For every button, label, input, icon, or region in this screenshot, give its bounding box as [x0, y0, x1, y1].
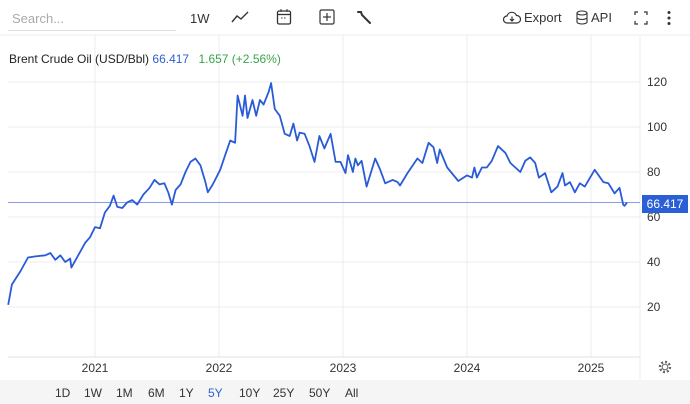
x-tick-label: 2023 — [330, 361, 357, 375]
line-chart-icon[interactable] — [231, 10, 249, 24]
gear-icon[interactable] — [657, 359, 673, 380]
interval-selector[interactable]: 1W — [190, 11, 210, 26]
api-label: API — [591, 10, 612, 25]
cloud-download-icon — [503, 11, 521, 24]
grid — [0, 34, 690, 380]
export-button[interactable]: Export — [503, 10, 562, 25]
x-tick-label: 2025 — [578, 361, 605, 375]
y-tick-label: 120 — [647, 75, 667, 89]
range-button-1w[interactable]: 1W — [84, 386, 102, 400]
api-button[interactable]: API — [576, 10, 612, 25]
range-button-all[interactable]: All — [345, 386, 359, 400]
y-tick-label: 80 — [647, 165, 661, 179]
x-tick-label: 2021 — [82, 361, 109, 375]
y-axis: 20 40 60 80 100 120 — [647, 75, 667, 314]
database-icon — [576, 10, 588, 25]
range-button-50y[interactable]: 50Y — [309, 386, 331, 400]
range-button-1y[interactable]: 1Y — [179, 386, 194, 400]
calendar-icon[interactable] — [276, 8, 292, 26]
range-button-10y[interactable]: 10Y — [239, 386, 261, 400]
more-vertical-icon[interactable] — [666, 10, 672, 26]
x-tick-label: 2022 — [206, 361, 233, 375]
expand-icon[interactable] — [633, 10, 649, 26]
current-price: 66.417 — [152, 52, 190, 66]
series-line-brent — [7, 82, 628, 305]
range-button-6m[interactable]: 6M — [148, 386, 165, 400]
x-axis: 2021 2022 2023 2024 2025 — [82, 361, 605, 375]
chart-title: Brent Crude Oil (USD/Bbl) 66.417 1.657 (… — [9, 52, 281, 66]
range-button-5y[interactable]: 5Y — [208, 386, 223, 400]
price-change: 1.657 (+2.56%) — [198, 52, 281, 66]
y-tick-label: 100 — [647, 120, 667, 134]
range-button-1d[interactable]: 1D — [55, 386, 71, 400]
range-button-25y[interactable]: 25Y — [273, 386, 295, 400]
y-tick-label: 60 — [647, 210, 661, 224]
wrench-icon[interactable] — [356, 10, 372, 26]
y-tick-label: 20 — [647, 300, 661, 314]
search-input[interactable] — [8, 6, 176, 31]
last-price-label: 66.417 — [642, 195, 688, 213]
export-label: Export — [524, 10, 562, 25]
instrument-name: Brent Crude Oil (USD/Bbl) — [9, 52, 150, 66]
range-bar — [0, 380, 690, 404]
y-tick-label: 40 — [647, 255, 661, 269]
range-button-1m[interactable]: 1M — [116, 386, 133, 400]
plus-square-icon[interactable] — [319, 9, 335, 25]
x-tick-label: 2024 — [454, 361, 481, 375]
